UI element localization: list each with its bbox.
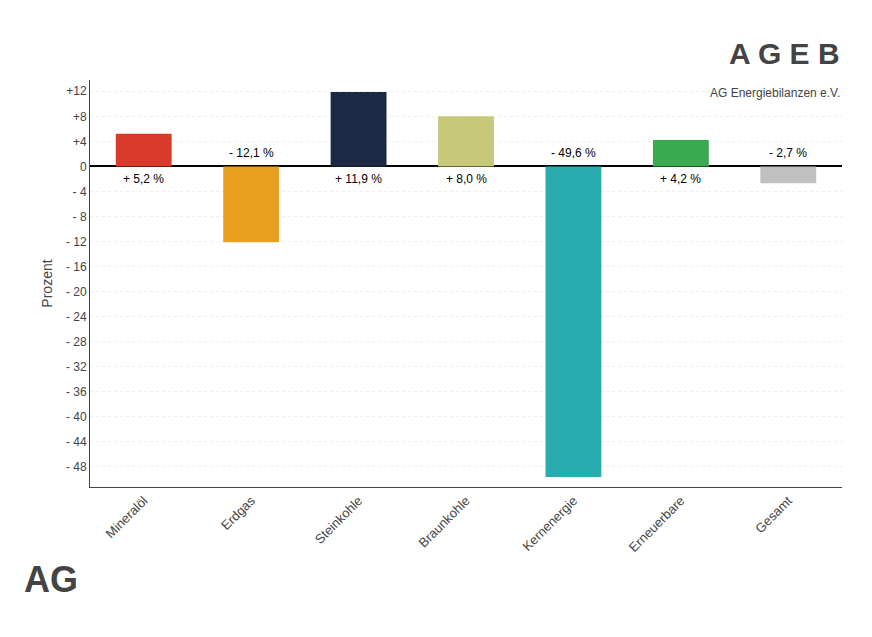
svg-text:0: 0 (80, 160, 87, 174)
svg-text:- 24: - 24 (66, 310, 87, 324)
svg-text:Braunkohle: Braunkohle (416, 493, 473, 550)
svg-text:+ 8,0 %: + 8,0 % (446, 172, 487, 186)
svg-text:+ 11,9 %: + 11,9 % (335, 172, 382, 186)
svg-text:+ 4,2 %: + 4,2 % (660, 172, 701, 186)
svg-text:- 40: - 40 (66, 410, 87, 424)
svg-text:Mineralöl: Mineralöl (103, 493, 151, 541)
svg-text:+4: +4 (73, 135, 87, 149)
svg-text:- 20: - 20 (66, 285, 87, 299)
svg-text:- 44: - 44 (66, 435, 87, 449)
svg-text:- 12: - 12 (66, 235, 87, 249)
svg-text:Prozent: Prozent (39, 259, 55, 307)
svg-text:- 48: - 48 (66, 460, 87, 474)
svg-text:- 12,1 %: - 12,1 % (229, 146, 274, 160)
svg-text:- 16: - 16 (66, 260, 87, 274)
svg-text:+ 5,2 %: + 5,2 % (123, 172, 164, 186)
svg-text:AG: AG (24, 559, 78, 600)
svg-text:+12: +12 (66, 84, 87, 98)
svg-text:- 36: - 36 (66, 385, 87, 399)
svg-text:- 4: - 4 (73, 185, 87, 199)
svg-text:Gesamt: Gesamt (752, 493, 795, 536)
svg-text:- 49,6 %: - 49,6 % (551, 146, 596, 160)
svg-text:+8: +8 (73, 110, 87, 124)
svg-text:Erneuerbare: Erneuerbare (626, 493, 688, 555)
svg-text:- 32: - 32 (66, 360, 87, 374)
svg-text:Steinkohle: Steinkohle (312, 493, 366, 547)
svg-text:Erdgas: Erdgas (218, 493, 258, 533)
svg-text:- 8: - 8 (73, 210, 87, 224)
svg-text:A G E B: A G E B (729, 37, 840, 70)
svg-text:Kernenergie: Kernenergie (519, 493, 580, 554)
svg-text:- 2,7 %: - 2,7 % (769, 146, 807, 160)
svg-text:AG Energiebilanzen e.V.: AG Energiebilanzen e.V. (710, 86, 840, 100)
svg-text:- 28: - 28 (66, 335, 87, 349)
